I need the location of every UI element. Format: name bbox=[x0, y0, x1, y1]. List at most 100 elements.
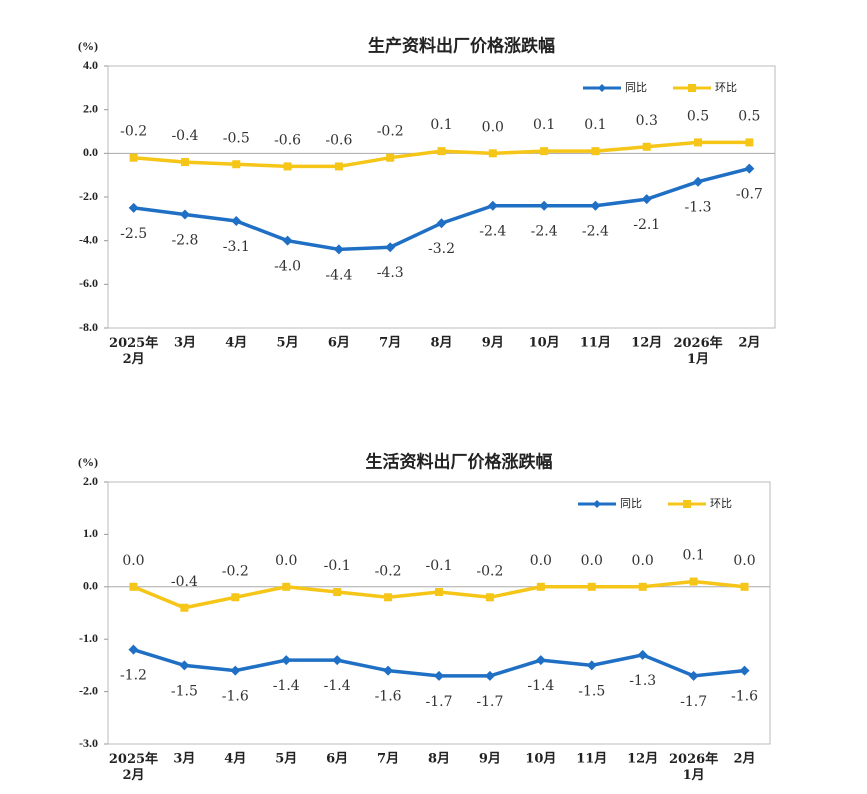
marker bbox=[638, 582, 647, 591]
marker bbox=[385, 242, 396, 253]
y-tick-label: 2.0 bbox=[83, 474, 98, 488]
value-label: -4.3 bbox=[377, 265, 404, 281]
value-label: -1.6 bbox=[375, 689, 402, 705]
marker bbox=[689, 577, 698, 586]
value-label: -3.1 bbox=[223, 239, 250, 255]
value-label: -0.4 bbox=[171, 574, 198, 590]
value-label: -0.5 bbox=[223, 130, 250, 146]
value-label: -0.2 bbox=[375, 563, 402, 579]
y-tick-label: 0.0 bbox=[83, 145, 98, 159]
chart: 生产资料出厂价格涨跌幅 (%) 4.0 2.0 0.0 -2.0 -4.0 -6.0 -8.0 2… bbox=[78, 36, 776, 367]
y-tick-label: -4.0 bbox=[79, 232, 98, 246]
marker bbox=[282, 235, 293, 246]
marker bbox=[587, 582, 596, 591]
marker bbox=[485, 593, 494, 602]
value-label: 0.1 bbox=[682, 548, 704, 564]
value-label: -2.4 bbox=[582, 224, 609, 240]
marker bbox=[230, 665, 241, 676]
x-tick-label: 11月 bbox=[580, 336, 611, 351]
marker bbox=[386, 153, 395, 162]
value-label: -1.7 bbox=[476, 694, 503, 710]
value-label: -1.6 bbox=[731, 689, 758, 705]
marker bbox=[637, 649, 648, 660]
value-label: 0.0 bbox=[733, 553, 755, 569]
x-tick-label: 9月 bbox=[479, 752, 501, 767]
value-label: -2.1 bbox=[633, 217, 660, 233]
y-tick-label: 1.0 bbox=[83, 526, 98, 540]
marker bbox=[744, 163, 755, 174]
marker bbox=[334, 162, 343, 171]
x-tick-label: 6月 bbox=[326, 752, 348, 767]
chart: 生活资料出厂价格涨跌幅 (%) 2.0 1.0 0.0 -1.0 -2.0 -3.0 2025年… bbox=[78, 452, 771, 783]
marker bbox=[591, 147, 600, 156]
marker bbox=[333, 588, 342, 597]
marker bbox=[745, 138, 754, 147]
marker bbox=[129, 153, 138, 162]
y-tick-label: 0.0 bbox=[83, 579, 98, 593]
value-label: 0.0 bbox=[482, 119, 504, 135]
plot-frame bbox=[107, 481, 771, 745]
marker bbox=[180, 603, 189, 612]
marker bbox=[434, 670, 444, 681]
value-label: -1.4 bbox=[273, 678, 300, 694]
y-tick-label: -2.0 bbox=[79, 189, 98, 203]
y-axis-label: (%) bbox=[78, 39, 98, 53]
value-label: -1.7 bbox=[426, 694, 453, 710]
plot-frame bbox=[107, 65, 776, 329]
value-label: -1.2 bbox=[120, 668, 147, 684]
legend-marker bbox=[593, 500, 601, 508]
value-label: -2.8 bbox=[171, 232, 198, 248]
marker bbox=[332, 655, 343, 666]
x-tick-label: 2月 bbox=[738, 336, 760, 351]
x-tick-label: 12月 bbox=[631, 336, 662, 351]
x-tick-label: 2月 bbox=[734, 752, 756, 767]
y-tick-label: -8.0 bbox=[79, 320, 98, 334]
x-tick-label: 2025年 2月 bbox=[109, 751, 158, 783]
chart-title: 生活资料出厂价格涨跌幅 bbox=[366, 452, 553, 473]
x-tick-label: 2025年 2月 bbox=[109, 335, 158, 367]
x-tick-label: 4月 bbox=[225, 336, 247, 351]
x-tick-label: 3月 bbox=[173, 752, 195, 767]
value-label: -4.0 bbox=[274, 259, 301, 275]
value-label: -0.1 bbox=[324, 558, 351, 574]
marker bbox=[231, 216, 242, 227]
marker bbox=[539, 200, 550, 211]
x-tick-label: 4月 bbox=[224, 752, 246, 767]
x-tick-label: 6月 bbox=[328, 336, 350, 351]
y-tick-label: -3.0 bbox=[79, 736, 98, 750]
x-tick-label: 2026年 1月 bbox=[673, 335, 722, 367]
x-tick-label: 10月 bbox=[529, 336, 560, 351]
marker bbox=[282, 582, 291, 591]
x-tick-label: 9月 bbox=[482, 336, 504, 351]
value-label: 0.0 bbox=[275, 553, 297, 569]
marker bbox=[281, 655, 292, 666]
marker bbox=[540, 147, 549, 156]
marker bbox=[384, 593, 393, 602]
value-label: -0.6 bbox=[274, 132, 301, 148]
x-tick-label: 5月 bbox=[275, 752, 297, 767]
marker bbox=[487, 200, 498, 211]
value-label: 0.1 bbox=[430, 117, 452, 133]
chart-title: 生产资料出厂价格涨跌幅 bbox=[368, 36, 555, 57]
legend-label: 环比 bbox=[710, 497, 732, 510]
value-label: -0.2 bbox=[476, 563, 503, 579]
marker bbox=[383, 665, 394, 676]
value-label: 0.0 bbox=[530, 553, 552, 569]
marker bbox=[333, 244, 344, 255]
value-label: -1.3 bbox=[629, 673, 656, 689]
value-label: 0.0 bbox=[581, 553, 603, 569]
marker bbox=[739, 665, 750, 676]
marker bbox=[232, 160, 241, 169]
marker bbox=[740, 582, 749, 591]
value-label: 0.5 bbox=[738, 108, 760, 124]
marker bbox=[128, 644, 139, 655]
x-tick-label: 8月 bbox=[428, 752, 450, 767]
x-tick-label: 11月 bbox=[576, 752, 607, 767]
x-tick-label: 12月 bbox=[627, 752, 658, 767]
value-label: -0.6 bbox=[325, 132, 352, 148]
marker bbox=[179, 209, 190, 220]
legend-marker bbox=[688, 84, 696, 92]
value-label: -4.4 bbox=[325, 267, 352, 283]
value-label: -0.4 bbox=[171, 128, 198, 144]
marker bbox=[437, 147, 446, 156]
